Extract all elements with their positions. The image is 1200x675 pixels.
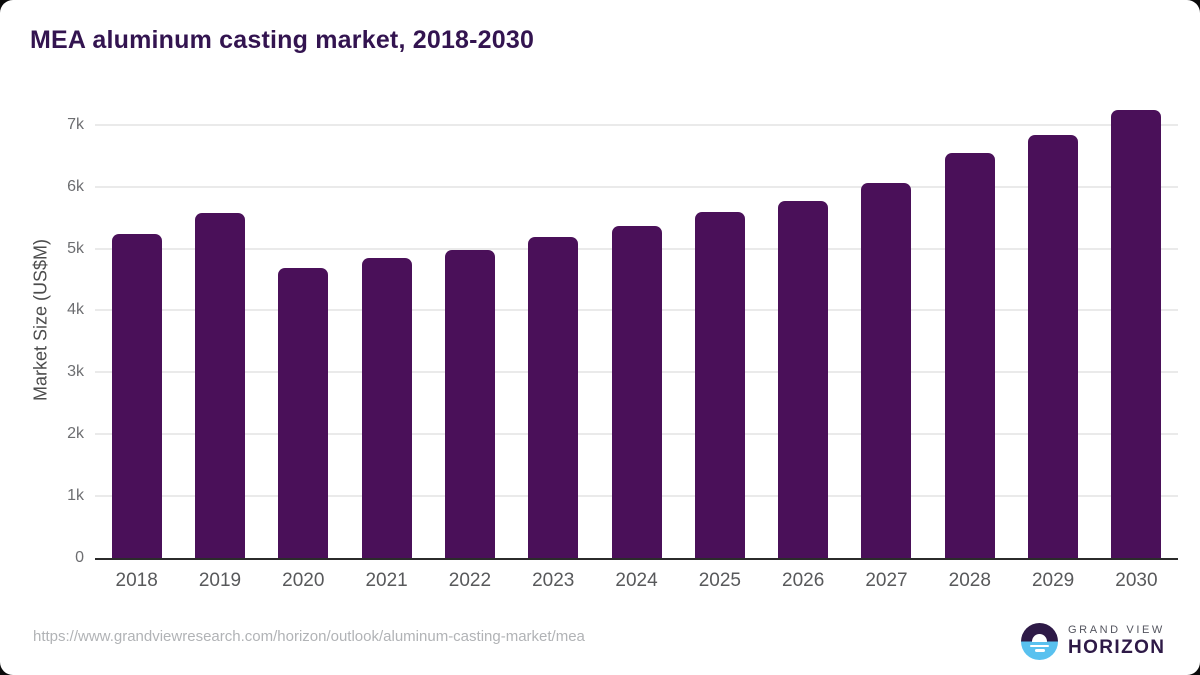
reflection-line-long bbox=[1030, 644, 1049, 648]
x-tick-label-2025: 2025 bbox=[698, 570, 741, 591]
bar-2026[interactable] bbox=[778, 200, 829, 558]
bar-slot-2024 bbox=[595, 100, 678, 558]
bar-2028[interactable] bbox=[944, 152, 995, 558]
bar-slot-2020 bbox=[262, 100, 345, 558]
bar-2029[interactable] bbox=[1028, 135, 1079, 558]
x-tick-label-2030: 2030 bbox=[1115, 570, 1158, 591]
bar-2019[interactable] bbox=[194, 212, 245, 558]
x-tick-label-2029: 2029 bbox=[1031, 570, 1075, 591]
bar-2024[interactable] bbox=[611, 225, 662, 558]
bar-chart: Market Size (US$M) 0 1k 2k 3k 4k 5k 6k 7k 2018 2… bbox=[18, 100, 1178, 592]
bar-2020[interactable] bbox=[278, 267, 329, 558]
y-tick-label: 0 bbox=[75, 549, 84, 566]
x-axis-tick-labels: 2018 2019 2020 2021 2022 2023 2024 2025 2026 2027… bbox=[95, 570, 1178, 592]
horizon-sun-icon bbox=[1021, 623, 1058, 660]
bar-2022[interactable] bbox=[444, 249, 495, 558]
page-title: MEA aluminum casting market, 2018-2030 bbox=[30, 26, 535, 54]
gridline-6k bbox=[95, 185, 1178, 188]
bar-2018[interactable] bbox=[111, 233, 162, 558]
grand-view-horizon-logo: GRAND VIEW HORIZON bbox=[1021, 623, 1165, 660]
bar-2027[interactable] bbox=[861, 182, 912, 558]
y-tick-label: 1k bbox=[67, 487, 84, 505]
bar-slot-2026 bbox=[762, 100, 845, 558]
plot-area bbox=[95, 100, 1178, 560]
bar-2030[interactable] bbox=[1111, 109, 1162, 558]
bar-2023[interactable] bbox=[528, 236, 579, 558]
brand-name-top: GRAND VIEW bbox=[1068, 624, 1165, 636]
y-tick-label: 7k bbox=[67, 115, 84, 133]
brand-text: GRAND VIEW HORIZON bbox=[1068, 624, 1165, 659]
bar-slot-2023 bbox=[512, 100, 595, 558]
x-tick-label-2021: 2021 bbox=[365, 570, 408, 591]
x-tick-label-2024: 2024 bbox=[615, 570, 658, 591]
bar-slot-2028 bbox=[928, 100, 1011, 558]
x-tick-label-2023: 2023 bbox=[532, 570, 575, 591]
bar-slot-2027 bbox=[845, 100, 928, 558]
bar-slot-2022 bbox=[428, 100, 511, 558]
bar-slot-2021 bbox=[345, 100, 428, 558]
bar-series bbox=[95, 100, 1178, 558]
source-url: https://www.grandviewresearch.com/horizo… bbox=[33, 628, 585, 645]
x-tick-label-2022: 2022 bbox=[448, 570, 492, 591]
reflection-line-short bbox=[1034, 649, 1045, 652]
y-tick-label: 4k bbox=[67, 301, 84, 319]
y-tick-label: 3k bbox=[67, 363, 84, 381]
bar-slot-2025 bbox=[678, 100, 761, 558]
y-tick-label: 6k bbox=[67, 177, 84, 195]
bar-slot-2029 bbox=[1011, 100, 1094, 558]
brand-name-bottom: HORIZON bbox=[1068, 637, 1166, 658]
y-tick-label: 5k bbox=[67, 239, 84, 257]
y-axis-tick-labels: 0 1k 2k 3k 4k 5k 6k 7k bbox=[18, 100, 84, 566]
x-tick-label-2028: 2028 bbox=[948, 570, 991, 591]
bar-slot-2018 bbox=[95, 100, 178, 558]
gridline-7k bbox=[95, 123, 1178, 126]
bar-2021[interactable] bbox=[361, 258, 412, 558]
x-tick-label-2018: 2018 bbox=[115, 570, 158, 591]
sun-arch-shape bbox=[1032, 634, 1047, 642]
bar-slot-2030 bbox=[1095, 100, 1178, 558]
x-tick-label-2020: 2020 bbox=[282, 570, 325, 591]
y-tick-label: 2k bbox=[67, 425, 84, 443]
x-tick-label-2027: 2027 bbox=[865, 570, 908, 591]
x-tick-label-2019: 2019 bbox=[198, 570, 242, 591]
x-tick-label-2026: 2026 bbox=[782, 570, 825, 591]
bar-2025[interactable] bbox=[694, 212, 745, 558]
bar-slot-2019 bbox=[178, 100, 261, 558]
